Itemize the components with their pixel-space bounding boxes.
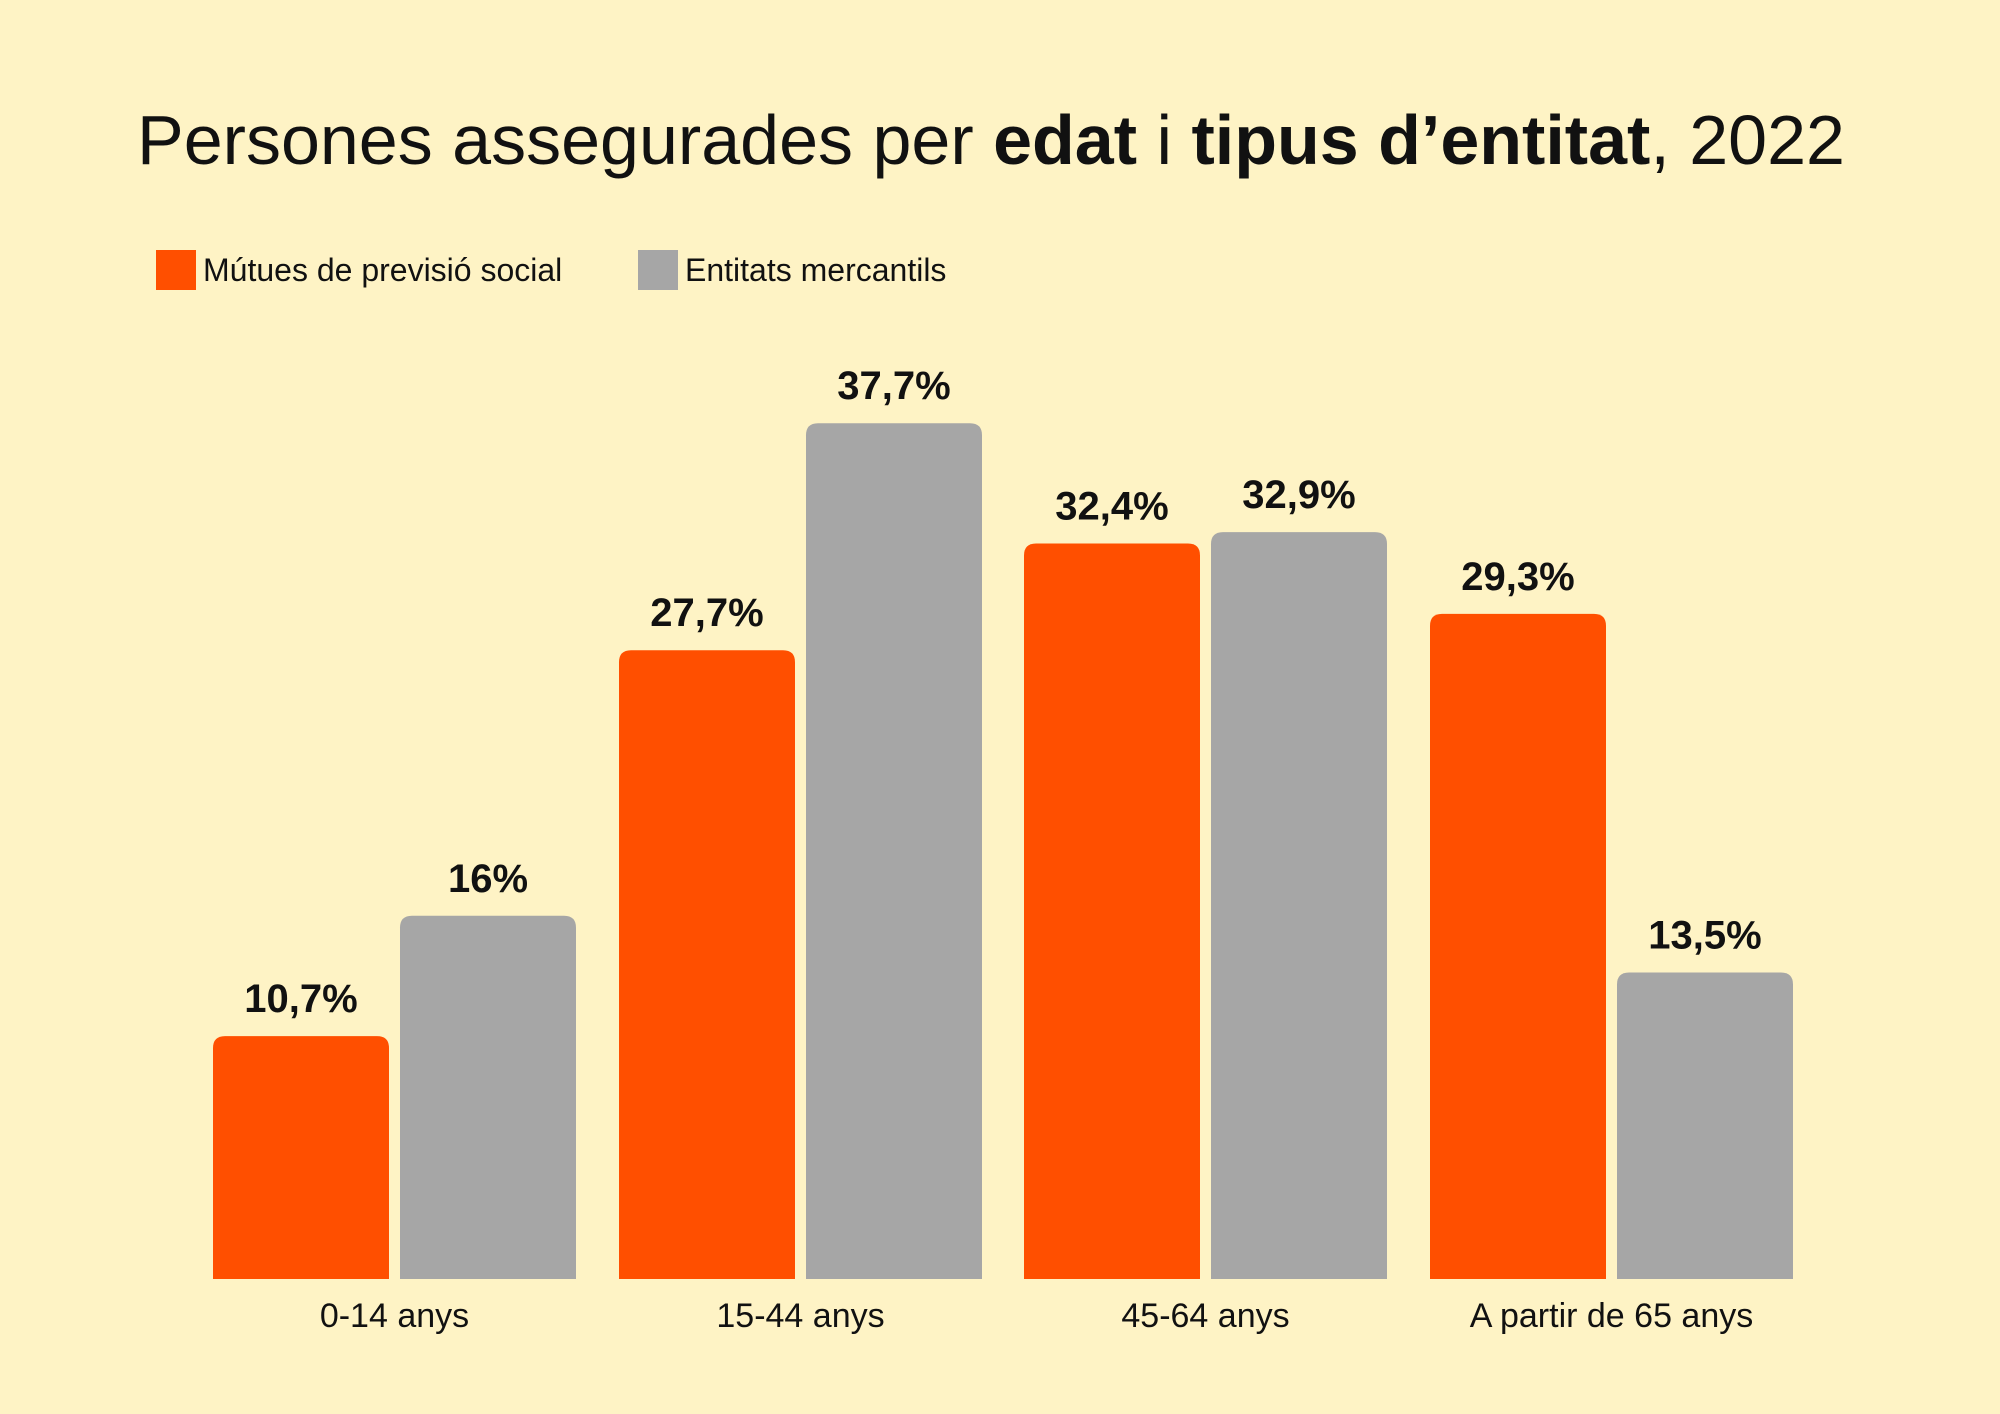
title-part: tipus d’entitat — [1191, 101, 1651, 179]
legend-swatch — [638, 250, 678, 290]
data-label: 32,9% — [1242, 473, 1355, 517]
bar — [1024, 543, 1200, 1279]
title-part: Persones assegurades per — [137, 101, 994, 179]
data-label: 10,7% — [244, 977, 357, 1021]
data-label: 32,4% — [1055, 485, 1168, 529]
category-label: 45-64 anys — [1121, 1297, 1289, 1335]
title-part: i — [1137, 101, 1192, 179]
legend-label: Entitats mercantils — [685, 251, 947, 288]
bar — [1430, 613, 1606, 1279]
bar — [1211, 532, 1387, 1279]
bar — [1617, 972, 1793, 1279]
legend-label: Mútues de previsió social — [203, 251, 563, 288]
chart-title: Persones assegurades per edat i tipus d’… — [0, 100, 1982, 180]
category-label: 0-14 anys — [320, 1297, 469, 1335]
legend-item-mutues: Mútues de previsió social — [156, 250, 562, 290]
data-label: 29,3% — [1461, 555, 1574, 599]
bar — [806, 423, 982, 1280]
bar — [619, 650, 795, 1279]
data-label: 13,5% — [1648, 914, 1761, 958]
title-part: , 2022 — [1650, 101, 1845, 179]
bar — [213, 1036, 389, 1279]
category-label: 15-44 anys — [716, 1297, 884, 1335]
title-part: edat — [993, 101, 1138, 179]
data-label: 16% — [448, 857, 528, 901]
legend-swatch — [156, 250, 196, 290]
category-label: A partir de 65 anys — [1470, 1297, 1754, 1335]
data-label: 37,7% — [837, 364, 950, 408]
data-label: 27,7% — [650, 591, 763, 635]
bar — [400, 915, 576, 1279]
legend-item-mercantils: Entitats mercantils — [638, 250, 946, 290]
